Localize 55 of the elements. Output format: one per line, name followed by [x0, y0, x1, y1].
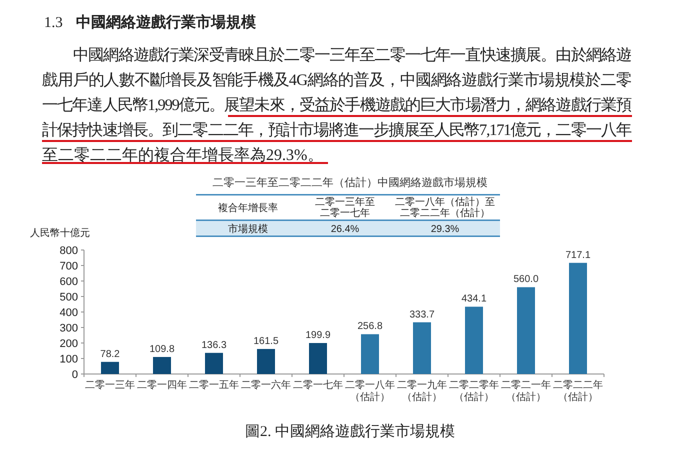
text: 二零一八年（估計）至二零二二年（估計） — [395, 196, 495, 219]
bar — [205, 352, 223, 374]
text: 26.4% — [330, 224, 360, 235]
text: 二零一三年至二零一七年 — [315, 196, 375, 219]
bar — [413, 322, 431, 374]
x-tick-label: 二零二零年（估計） — [449, 379, 499, 403]
y-tick-label: 700 — [60, 260, 78, 272]
data-label: 199.9 — [305, 330, 331, 342]
y-tick-label: 800 — [60, 245, 78, 257]
data-label: 333.7 — [409, 309, 435, 320]
y-axis-title: 人民幣十億元 — [30, 227, 90, 239]
text: 1.3 — [44, 15, 63, 31]
data-label: 161.5 — [253, 336, 279, 347]
data-label: 256.8 — [357, 321, 383, 332]
bar — [569, 262, 587, 374]
bar — [465, 306, 483, 374]
text: 中國網絡遊戲行業市場規模 — [76, 13, 257, 31]
x-tick-label: 二零一七年 — [293, 379, 343, 391]
text: 戲用戶的人數不斷增長及智能手機及4G網絡的普及，中國網絡遊戲行業市場規模於二零 — [42, 71, 632, 89]
data-label: 560.0 — [513, 274, 539, 286]
y-tick-label: 100 — [60, 354, 78, 366]
text: 一七年達人民幣1,999億元。展望未來，受益於手機遊戲的巨大市場潛力，網絡遊戲行業預 — [42, 96, 632, 114]
text: 至二零二二年的複合年增長率為29.3%。 — [42, 146, 324, 164]
text: 中國網絡遊戲行業深受青睞且於二零一三年至二零一七年一直快速擴展。由於網絡遊 — [73, 46, 632, 64]
bar — [153, 356, 171, 374]
bar — [361, 334, 379, 374]
text: 計保持快速增長。到二零二二年，預計市場將進一步擴展至人民幣7,171億元，二零一八年 — [42, 121, 632, 139]
x-tick-label: 二零一四年 — [137, 379, 187, 391]
caption: 圖2. 中國網絡遊戲行業市場規模 — [245, 423, 455, 440]
data-label: 136.3 — [201, 340, 227, 351]
x-tick-label: 二零一三年 — [85, 379, 135, 391]
y-tick-label: 400 — [60, 307, 78, 319]
text: 市場規模 — [228, 223, 268, 235]
bar — [309, 343, 327, 374]
y-tick-label: 600 — [60, 276, 78, 288]
bar — [517, 287, 535, 374]
text: 複合年增長率 — [218, 202, 278, 214]
x-tick-label: 二零一六年 — [241, 379, 291, 391]
x-tick-label: 二零一五年 — [189, 379, 239, 391]
x-tick-label: 二零二一年（估計） — [501, 379, 551, 403]
bar — [257, 348, 275, 374]
text: 29.3% — [430, 224, 460, 235]
x-tick-label: 二零一九年（估計） — [397, 379, 447, 403]
y-tick-label: 500 — [60, 292, 78, 304]
bar — [101, 362, 119, 374]
y-tick-label: 0 — [72, 369, 78, 381]
data-label: 717.1 — [565, 250, 591, 261]
x-tick-label: 二零二二年（估計） — [553, 379, 603, 403]
data-label: 434.1 — [461, 294, 487, 305]
y-tick-label: 200 — [60, 338, 78, 350]
data-label: 109.8 — [149, 344, 175, 355]
chart-title: 二零一三年至二零二二年（估計）中國網絡遊戲市場規模 — [212, 176, 488, 189]
data-label: 78.2 — [100, 348, 120, 360]
x-tick-label: 二零一八年（估計） — [345, 379, 395, 403]
y-tick-label: 300 — [60, 322, 78, 334]
